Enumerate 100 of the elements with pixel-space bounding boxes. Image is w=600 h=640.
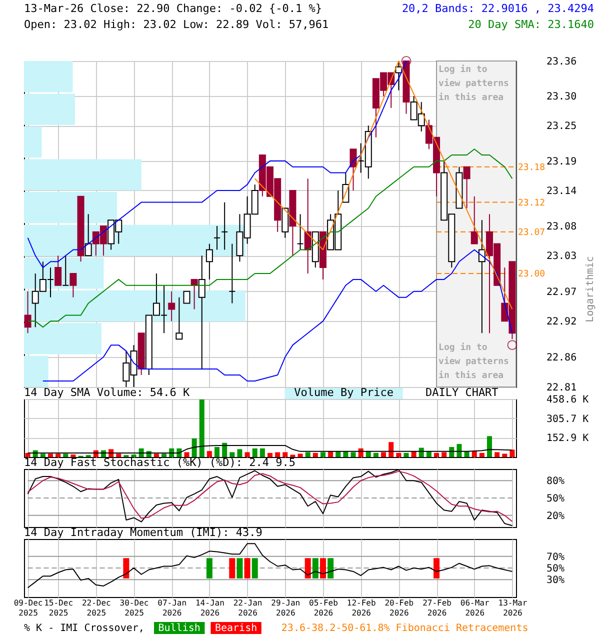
bar	[214, 447, 220, 457]
chart-subtitle: Open: 23.02 High: 23.02 Low: 22.89 Vol: 57,961	[24, 18, 329, 31]
candlestick	[350, 148, 357, 191]
bar	[320, 452, 326, 457]
y-tick-label: 152.9 K	[546, 433, 589, 444]
bar	[510, 450, 515, 457]
candlestick	[206, 243, 213, 280]
bar	[162, 454, 167, 457]
y-tick-label: 50%	[546, 564, 565, 574]
y-tick-label: 23.30	[546, 92, 577, 103]
bar	[305, 452, 310, 457]
bar	[131, 454, 136, 457]
band-label: Log in to view patterns in this area	[438, 64, 509, 103]
bar	[472, 451, 477, 457]
x-tick-label: 30-Dec 2025	[120, 598, 149, 618]
bar	[434, 452, 440, 457]
bar	[63, 454, 68, 457]
chart-title: 14 Day Intraday Momentum (IMI): 43.9	[24, 526, 262, 539]
line-series	[27, 543, 513, 588]
candlestick	[84, 214, 92, 256]
bar	[442, 452, 447, 457]
x-tick-label: 13-Mar 2026	[498, 598, 528, 618]
bar	[260, 448, 265, 457]
text: 20,2 Bands: 22.9016 , 23.4294	[402, 2, 594, 15]
bar	[25, 452, 30, 457]
bar	[479, 452, 484, 457]
text: Volume By Price	[294, 386, 394, 399]
bar	[48, 454, 53, 457]
bar	[154, 454, 159, 457]
y-tick-label: 23.08	[546, 221, 577, 232]
candlestick	[198, 255, 206, 370]
candlestick	[214, 225, 221, 250]
legend-title: % K - IMI Crossover,	[24, 623, 144, 634]
bar	[24, 61, 73, 92]
bar	[502, 454, 508, 457]
x-tick-label: 22-Dec 2025	[82, 598, 112, 618]
candlestick	[463, 166, 470, 209]
y-tick-label: 23.14	[546, 186, 577, 197]
x-tick-label: 22-Jan 2026	[233, 598, 262, 618]
line-series	[254, 60, 513, 310]
y-tick-label: 305.7 K	[546, 414, 589, 425]
bar	[237, 449, 242, 457]
x-tick-label: 09-Dec 2025	[14, 598, 43, 618]
bar	[456, 444, 462, 457]
bar	[268, 452, 272, 457]
x-tick-label: 20-Feb 2026	[384, 598, 414, 618]
candlestick	[183, 290, 190, 304]
bar	[312, 452, 318, 457]
candlestick	[70, 273, 77, 298]
bar	[199, 399, 204, 457]
ref-line-label: 23.18	[518, 162, 546, 173]
text: 23.6-38.2-50-61.8% Fibonacci Retracements	[281, 623, 528, 634]
candlestick	[221, 202, 228, 250]
text: Bullish	[158, 623, 200, 634]
annotation: DAILY CHART	[425, 386, 499, 399]
chart-title: 14 Day Fast Stochastic (%K) (%D): 2.4 9.5	[24, 456, 296, 469]
bar	[70, 454, 76, 457]
candlestick	[228, 243, 236, 304]
y-tick-label: 23.19	[546, 156, 577, 168]
bar	[404, 452, 409, 457]
y-tick-label: 23.36	[546, 56, 577, 68]
bar	[252, 448, 258, 457]
bar	[381, 452, 386, 457]
candlestick	[62, 255, 70, 286]
y-tick-label: 23.03	[546, 251, 577, 262]
x-tick-label: 27-Feb 2026	[422, 598, 452, 618]
y-tick-label: 50%	[546, 494, 565, 504]
candlestick	[176, 296, 183, 340]
bar	[56, 454, 61, 457]
candlestick	[470, 196, 478, 244]
y-tick-label: 23.25	[546, 121, 577, 132]
bar	[373, 452, 378, 457]
x-tick-label: 15-Dec 2025	[44, 598, 74, 618]
x-tick-label: 07-Jan 2026	[158, 598, 187, 618]
x-tick-label: 14-Jan 2026	[195, 598, 225, 618]
annotation: Log in to view patterns in this area	[438, 342, 509, 381]
bar	[230, 452, 235, 457]
bar	[192, 438, 197, 457]
candlestick	[54, 255, 62, 286]
text: Bearish	[214, 623, 258, 634]
chart-title: 14 Day SMA Volume: 54.6 K	[24, 386, 190, 399]
bar	[275, 452, 280, 457]
x-tick-label: 05-Feb 2026	[309, 598, 338, 618]
ref-line-label: 23.07	[518, 228, 546, 238]
line-series	[27, 444, 513, 454]
candlestick	[282, 208, 289, 238]
bar	[184, 452, 190, 457]
bar	[282, 452, 288, 457]
bar	[350, 452, 356, 457]
bar	[449, 447, 454, 457]
y-tick-label: 458.6 K	[546, 394, 589, 406]
candlestick	[168, 290, 176, 322]
bar	[116, 454, 122, 457]
x-tick-label: 06-Mar 2026	[460, 598, 490, 618]
bar	[244, 452, 250, 457]
ref-line-label: 23.12	[518, 198, 546, 208]
bar	[396, 452, 402, 457]
ref-line-label: 23.00	[518, 270, 546, 280]
bar	[298, 454, 303, 457]
candlestick	[24, 290, 32, 334]
